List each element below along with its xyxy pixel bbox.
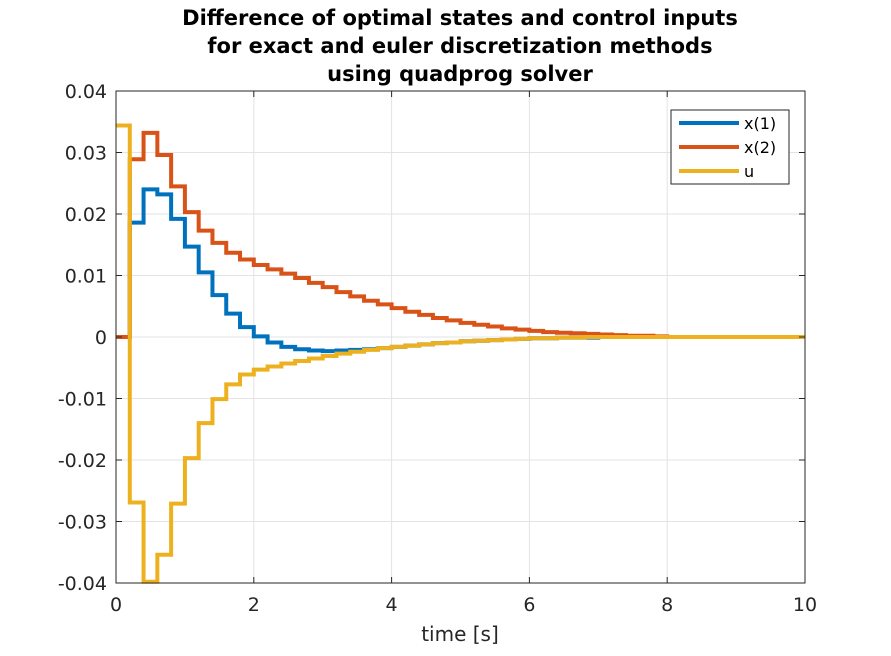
y-tick-label: -0.04	[58, 573, 107, 595]
y-tick-label: -0.02	[58, 450, 107, 472]
y-tick-label: 0	[95, 327, 107, 349]
x-tick-label: 0	[110, 594, 122, 616]
x-tick-label: 2	[248, 594, 260, 616]
x-tick-label: 8	[661, 594, 673, 616]
y-tick-label: -0.01	[58, 389, 107, 411]
y-tick-label: 0.01	[65, 266, 107, 288]
y-tick-label: 0.02	[65, 204, 107, 226]
chart-title-line-2: for exact and euler discretization metho…	[207, 34, 712, 58]
y-tick-label: -0.03	[58, 512, 107, 534]
chart-title: Difference of optimal states and control…	[182, 6, 738, 86]
chart-title-line-3: using quadprog solver	[327, 62, 593, 86]
legend-label: x(2)	[744, 138, 776, 157]
legend-label: x(1)	[744, 114, 776, 133]
x-tick-label: 4	[386, 594, 398, 616]
legend-label: u	[744, 162, 754, 181]
y-tick-label: 0.04	[65, 81, 107, 103]
y-axis-ticks: -0.04 -0.03 -0.02 -0.01 0 0.01 0.02 0.03 0.04	[58, 81, 805, 595]
series-layer	[116, 123, 805, 584]
y-tick-label: 0.03	[65, 143, 107, 165]
x-tick-label: 6	[523, 594, 535, 616]
x-axis-ticks: 0 2 4 6 8 10	[110, 91, 817, 616]
series-line-u	[116, 123, 805, 584]
chart-title-line-1: Difference of optimal states and control…	[182, 6, 738, 30]
x-tick-label: 10	[793, 594, 817, 616]
legend: x(1) x(2) u	[670, 109, 790, 185]
x-axis-label: time [s]	[421, 622, 499, 646]
